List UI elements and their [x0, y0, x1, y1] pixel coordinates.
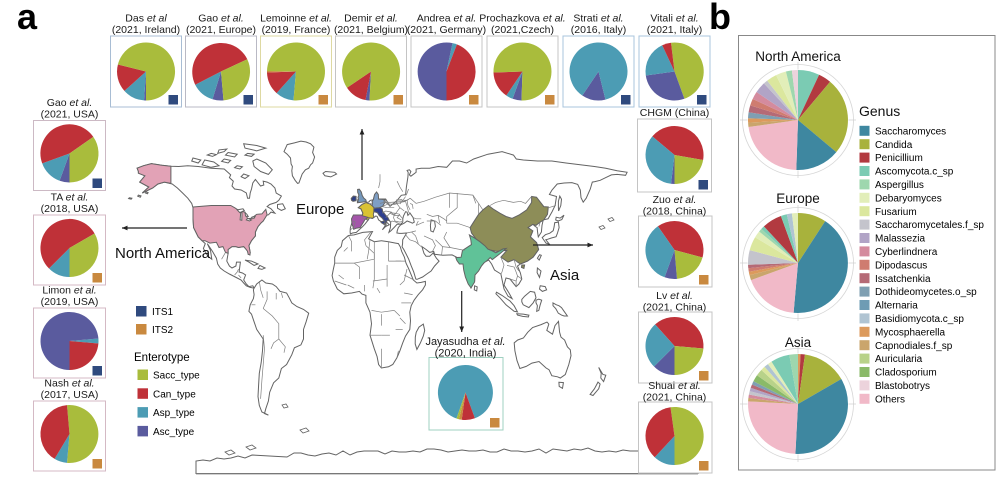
svg-text:(2016, Italy): (2016, Italy)	[571, 24, 626, 36]
svg-text:Asc_type: Asc_type	[153, 427, 195, 438]
svg-text:Asp_type: Asp_type	[153, 408, 195, 419]
svg-text:Lemoinne et al.: Lemoinne et al.	[260, 13, 332, 25]
svg-text:Nash et al.: Nash et al.	[44, 378, 94, 390]
svg-text:Capnodiales.f_sp: Capnodiales.f_sp	[875, 341, 953, 352]
svg-text:Penicillium: Penicillium	[875, 153, 923, 164]
svg-text:CHGM (China): CHGM (China)	[640, 107, 709, 119]
svg-text:(2021, Ireland): (2021, Ireland)	[112, 24, 180, 36]
svg-text:Asia: Asia	[550, 267, 580, 284]
svg-text:Can_type: Can_type	[153, 389, 196, 400]
svg-text:ITS1: ITS1	[152, 307, 174, 318]
svg-text:Auricularia: Auricularia	[875, 354, 923, 365]
svg-text:Cladosporium: Cladosporium	[875, 368, 937, 379]
svg-text:Sacc_type: Sacc_type	[153, 371, 200, 382]
svg-text:(2021, China): (2021, China)	[643, 392, 707, 404]
svg-text:Debaryomyces: Debaryomyces	[875, 193, 942, 204]
svg-text:(2018, USA): (2018, USA)	[41, 203, 99, 215]
svg-text:Demir et al.: Demir et al.	[344, 13, 398, 25]
svg-text:(2021, China): (2021, China)	[643, 302, 707, 314]
svg-text:Ascomycota.c_sp: Ascomycota.c_sp	[875, 167, 954, 178]
svg-text:(2019, France): (2019, France)	[262, 24, 331, 36]
svg-text:(2021, Germany): (2021, Germany)	[407, 24, 486, 36]
svg-text:Mycosphaerella: Mycosphaerella	[875, 327, 945, 338]
svg-text:Das et al: Das et al	[125, 13, 167, 25]
svg-text:Gao et al.: Gao et al.	[47, 97, 93, 109]
svg-text:(2018, China): (2018, China)	[643, 206, 707, 218]
svg-text:Europe: Europe	[776, 191, 820, 206]
svg-text:Fusarium: Fusarium	[875, 207, 917, 218]
svg-text:Cyberlindnera: Cyberlindnera	[875, 247, 938, 258]
svg-text:Limon et al.: Limon et al.	[42, 285, 96, 297]
svg-text:Vitali et al.: Vitali et al.	[650, 13, 698, 25]
svg-text:Europe: Europe	[296, 201, 344, 218]
svg-text:(2021, Belgium): (2021, Belgium)	[334, 24, 408, 36]
svg-text:a: a	[17, 0, 38, 37]
svg-text:(2021, Italy): (2021, Italy)	[647, 24, 702, 36]
svg-text:North America: North America	[115, 245, 211, 262]
svg-text:Enterotype: Enterotype	[134, 352, 190, 364]
svg-text:Shuai et al.: Shuai et al.	[648, 380, 701, 392]
svg-text:Prochazkova et al.: Prochazkova et al.	[479, 13, 565, 25]
svg-text:Aspergillus: Aspergillus	[875, 180, 924, 191]
svg-text:Malassezia: Malassezia	[875, 234, 925, 245]
svg-text:Blastobotrys: Blastobotrys	[875, 381, 930, 392]
svg-text:Strati et al.: Strati et al.	[573, 13, 623, 25]
svg-text:(2020, India): (2020, India)	[435, 348, 497, 360]
svg-text:Genus: Genus	[859, 103, 900, 119]
svg-text:Saccharomyces: Saccharomyces	[875, 126, 946, 137]
svg-text:(2019, USA): (2019, USA)	[41, 296, 99, 308]
svg-text:Lv et al.: Lv et al.	[656, 290, 693, 302]
svg-text:Dipodascus: Dipodascus	[875, 260, 927, 271]
svg-text:Dothideomycetes.o_sp: Dothideomycetes.o_sp	[875, 287, 977, 298]
svg-text:Issatchenkia: Issatchenkia	[875, 274, 931, 285]
svg-text:Saccharomycetales.f_sp: Saccharomycetales.f_sp	[875, 220, 984, 231]
svg-text:Andrea et al.: Andrea et al.	[417, 13, 477, 25]
svg-text:b: b	[709, 0, 731, 37]
svg-text:Zuo et al.: Zuo et al.	[653, 194, 697, 206]
svg-text:Basidiomycota.c_sp: Basidiomycota.c_sp	[875, 314, 964, 325]
svg-text:North America: North America	[755, 49, 841, 64]
svg-text:(2017, USA): (2017, USA)	[41, 389, 99, 401]
svg-text:(2021, USA): (2021, USA)	[41, 109, 99, 121]
svg-text:(2021, Europe): (2021, Europe)	[186, 24, 256, 36]
svg-text:Jayasudha et al.: Jayasudha et al.	[425, 336, 505, 348]
svg-text:(2021,Czech): (2021,Czech)	[491, 24, 554, 36]
svg-text:Asia: Asia	[785, 335, 812, 350]
svg-text:Candida: Candida	[875, 140, 913, 151]
svg-text:Others: Others	[875, 394, 905, 405]
svg-text:Alternaria: Alternaria	[875, 301, 918, 312]
svg-text:TA et al.: TA et al.	[51, 192, 89, 204]
svg-text:ITS2: ITS2	[152, 325, 174, 336]
svg-text:Gao et al.: Gao et al.	[198, 13, 244, 25]
